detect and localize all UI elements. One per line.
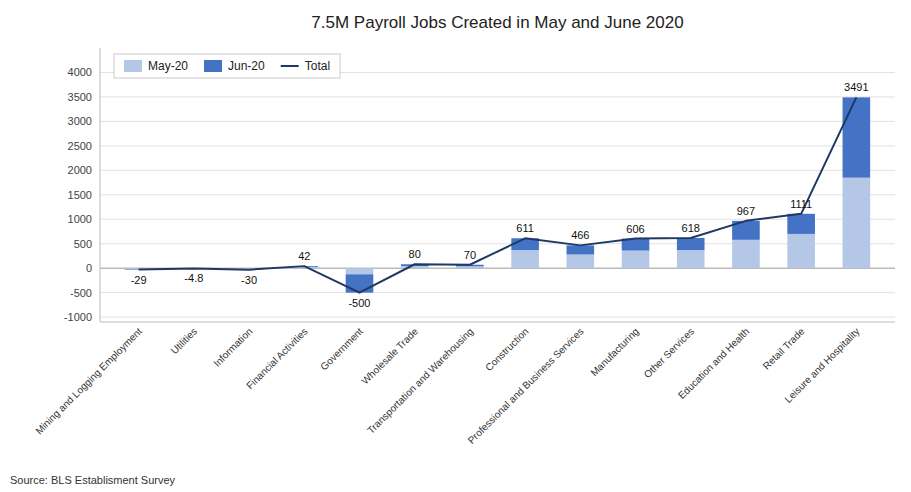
data-label: 3491 [844,81,868,93]
x-tick-label: Financial Activities [244,326,310,392]
bar [401,266,429,268]
bar [456,266,484,268]
y-axis [100,48,101,322]
total-line [139,97,857,292]
grid [100,72,895,317]
bar [346,268,374,274]
source: Source: BLS Establisment Survey [10,474,176,486]
data-label: 466 [571,229,589,241]
legend-box [114,54,340,78]
grid-line [100,292,895,293]
x-tick-label: Professional and Business Services [466,326,586,446]
data-label: 1111 [790,198,812,210]
y-tick-label: -500 [70,287,92,299]
x-tick-label: Information [211,326,254,369]
legend-swatch [281,65,299,67]
x-tick-label: Other Services [642,326,697,381]
grid-line [100,194,895,195]
data-label: -30 [241,274,257,286]
x-tick-label: Retail Trade [761,325,807,371]
data-label: 611 [516,222,534,234]
data-label: 42 [298,250,310,262]
x-tick-label: Construction [483,326,530,373]
data-label: -29 [131,274,147,286]
bar [843,178,871,269]
x-tick-label: Government [318,325,365,372]
bar [677,238,705,250]
grid-line [100,243,895,244]
grid-line [100,219,895,220]
x-tick-label: Mining and Logging Employment [33,325,144,436]
data-label: 967 [737,205,755,217]
grid-line [100,121,895,122]
bar [787,214,815,234]
legend-swatch [204,60,222,72]
data-label: 618 [682,222,700,234]
grid-line [100,170,895,171]
title: 7.5M Payroll Jobs Created in May and Jun… [311,13,683,32]
legend-swatch [124,60,142,72]
legend: May-20 Jun-20 Total [114,54,340,78]
y-tick-label: 3000 [68,115,92,127]
y-tick-label: 500 [74,238,92,250]
legend-label: Total [305,59,330,73]
bar [843,97,871,177]
bar [732,240,760,268]
bar [511,250,539,268]
data-label: -4.8 [184,272,203,284]
y-tick-label: 0 [86,262,92,274]
x-tick-label: Manufacturing [588,326,641,379]
bar [346,274,374,292]
bar [567,254,595,268]
x-axis [100,322,895,323]
x-tick-label: Education and Health [676,326,751,401]
y-tick-label: 3500 [68,91,92,103]
y-tick-label: -1000 [64,311,92,323]
data-label: 80 [409,248,421,260]
chart: 7.5M Payroll Jobs Created in May and Jun… [0,0,911,492]
grid-line [100,145,895,146]
x-tick-label: Transportation and Warehousing [365,326,475,436]
y-tick-label: 2000 [68,164,92,176]
x-tick-label: Wholesale Trade [359,325,420,386]
bar [567,245,595,254]
grid-line [100,317,895,318]
y-tick-label: 1000 [68,213,92,225]
bar [677,250,705,268]
y-tick-label: 1500 [68,189,92,201]
data-labels: -29 -4.8 -30 42 -500 80 70 611 466 606 618 967 1111 3… [131,81,869,308]
grid-line [100,96,895,97]
data-label: -500 [348,297,370,309]
marks [125,97,870,292]
x-tick-label: Utilities [169,326,200,357]
bar [787,234,815,268]
data-label: 70 [464,249,476,261]
legend-label: Jun-20 [228,59,265,73]
data-label: 606 [626,223,644,235]
bar [622,251,650,269]
x-tick-label: Leisure and Hospitality [782,326,861,405]
y-tick-label: 2500 [68,140,92,152]
legend-label: May-20 [148,59,188,73]
y-tick-label: 4000 [68,66,92,78]
